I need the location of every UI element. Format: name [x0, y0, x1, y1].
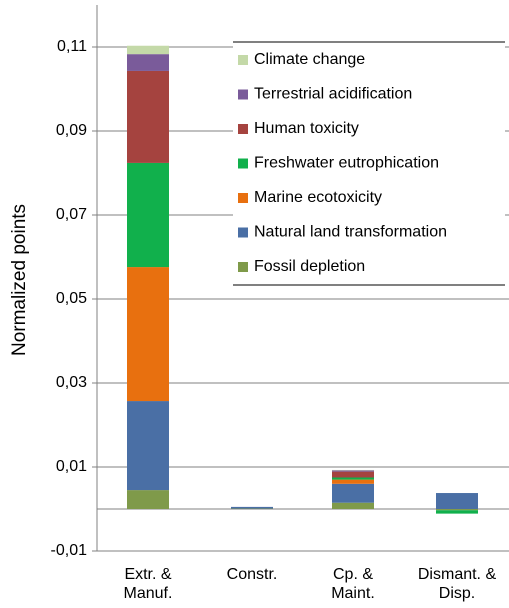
legend-label: Climate change [254, 51, 365, 68]
legend-swatch [238, 262, 248, 272]
x-tick-label: Dismant. & Disp. [418, 566, 497, 602]
bar-segment [332, 483, 374, 503]
legend-bg [233, 42, 505, 285]
bar-segment [127, 162, 169, 268]
bar-segment [332, 470, 374, 472]
legend-swatch [238, 124, 248, 134]
y-tick-label: -0,01 [51, 542, 88, 559]
bar-segment [127, 70, 169, 163]
bar-segment [436, 510, 478, 514]
y-tick-label: 0,05 [56, 290, 87, 307]
legend-label: Fossil depletion [254, 258, 365, 275]
legend-swatch [238, 158, 248, 169]
legend-swatch [238, 89, 248, 100]
legend-swatch [238, 193, 248, 203]
legend-label: Marine ecotoxicity [254, 189, 382, 206]
y-tick-label: 0,07 [56, 206, 87, 223]
bar-segment [332, 471, 374, 478]
bar-segment [127, 490, 169, 509]
bar-segment [231, 506, 273, 509]
legend-label: Terrestrial acidification [254, 86, 412, 103]
legend-swatch [238, 55, 248, 65]
legend-swatch [238, 227, 248, 238]
bar-segment [436, 493, 478, 509]
bar-segment [127, 54, 169, 71]
bar-segment [332, 477, 374, 480]
y-axis-label: Normalized points [9, 204, 30, 356]
legend-label: Freshwater eutrophication [254, 155, 439, 172]
y-tick-label: 0,11 [57, 38, 87, 55]
bar-segment [332, 502, 374, 509]
x-tick-label: Extr. & Manuf. [124, 566, 173, 602]
y-tick-label: 0,03 [56, 374, 87, 391]
bar-segment [436, 509, 478, 511]
x-tick-label: Constr. [227, 566, 278, 583]
bar-segment [332, 479, 374, 484]
bar-segment [127, 267, 169, 402]
bar-segment [127, 45, 169, 55]
bar-segment [127, 401, 169, 491]
legend-label: Human toxicity [254, 120, 359, 137]
legend-label: Natural land transformation [254, 224, 447, 241]
y-tick-label: 0,01 [56, 458, 87, 475]
y-tick-label: 0,09 [56, 122, 87, 139]
x-tick-label: Cp. & Maint. [331, 566, 375, 602]
